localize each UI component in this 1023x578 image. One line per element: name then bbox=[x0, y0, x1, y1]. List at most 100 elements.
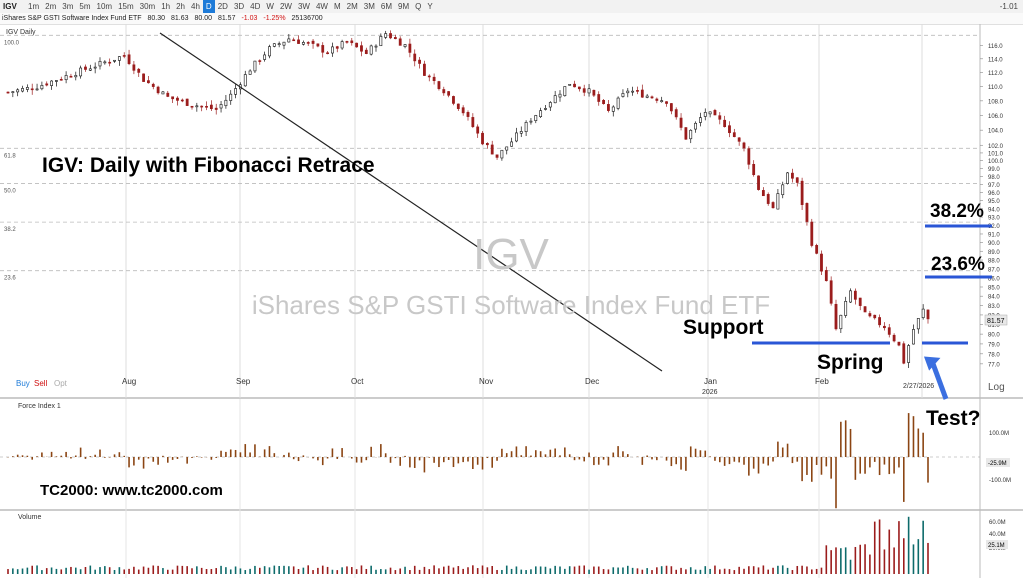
candle-body bbox=[301, 42, 305, 45]
candle-body bbox=[602, 100, 605, 105]
y-tick-label: 116.0 bbox=[988, 44, 1003, 50]
candle-body bbox=[621, 93, 625, 97]
candle-body bbox=[185, 98, 189, 106]
candle-body bbox=[747, 148, 751, 165]
interval-button-9M[interactable]: 9M bbox=[398, 2, 410, 11]
interval-button-3M[interactable]: 3M bbox=[363, 2, 375, 11]
candle-body bbox=[427, 75, 431, 78]
low-value: 80.00 bbox=[194, 15, 212, 22]
interval-button-Q[interactable]: Q bbox=[415, 2, 422, 11]
interval-button-D[interactable]: D bbox=[202, 0, 215, 13]
candle-body bbox=[703, 112, 707, 117]
interval-button-2D[interactable]: 2D bbox=[217, 2, 228, 11]
candle-body bbox=[272, 43, 276, 47]
interval-button-1h[interactable]: 1h bbox=[161, 2, 171, 11]
candle-body bbox=[209, 104, 213, 110]
interval-button-3m[interactable]: 3m bbox=[62, 2, 74, 11]
quote-info-bar: iShares S&P GSTI Software Index Fund ETF… bbox=[0, 13, 1023, 25]
candle-body bbox=[674, 109, 678, 118]
interval-buttons: 1m 2m 3m 5m 10m 15m 30m 1h 2h 4h D 2D 3D 4D W 2W 3W 4W M 2M… bbox=[22, 0, 439, 13]
candle-body bbox=[626, 90, 630, 94]
candle-body bbox=[849, 290, 852, 303]
candle-body bbox=[607, 104, 610, 111]
candle-body bbox=[699, 117, 702, 123]
candle-body bbox=[781, 184, 785, 196]
candle-body bbox=[558, 93, 562, 98]
volume-pane-label: Volume bbox=[18, 514, 41, 521]
interval-button-M[interactable]: M bbox=[333, 2, 341, 11]
interval-button-2m[interactable]: 2m bbox=[45, 2, 57, 11]
price-pane-label: IGV Daily bbox=[6, 29, 36, 36]
candle-body bbox=[166, 92, 170, 97]
candle-body bbox=[524, 122, 528, 132]
log-toggle[interactable]: Log bbox=[988, 382, 1005, 393]
candle-body bbox=[103, 61, 107, 64]
candle-body bbox=[69, 75, 73, 78]
security-name: iShares S&P GSTI Software Index Fund ETF bbox=[2, 15, 142, 22]
candle-body bbox=[147, 80, 150, 84]
interval-button-3D[interactable]: 3D bbox=[233, 2, 245, 11]
buy-button[interactable]: Buy bbox=[16, 379, 30, 388]
y-tick-label: 110.0 bbox=[988, 85, 1003, 91]
candle-body bbox=[650, 96, 654, 99]
candle-body bbox=[766, 194, 770, 204]
opt-button[interactable]: Opt bbox=[54, 379, 68, 388]
x-tick-label: Dec bbox=[585, 377, 599, 386]
interval-button-6M[interactable]: 6M bbox=[380, 2, 393, 11]
interval-button-10m[interactable]: 10m bbox=[96, 2, 113, 11]
candle-body bbox=[248, 70, 252, 75]
volume-value: 25136700 bbox=[291, 15, 323, 22]
interval-button-2M[interactable]: 2M bbox=[346, 2, 358, 11]
candle-body bbox=[379, 36, 383, 47]
candle-body bbox=[824, 270, 828, 282]
interval-button-15m[interactable]: 15m bbox=[118, 2, 134, 11]
x-tick-label: Sep bbox=[236, 377, 251, 386]
candle-body bbox=[568, 84, 572, 86]
candle-body bbox=[490, 144, 494, 155]
interval-button-1m[interactable]: 1m bbox=[28, 2, 40, 11]
symbol-field[interactable]: IGV bbox=[3, 2, 17, 11]
close-value: 81.57 bbox=[217, 15, 236, 22]
interval-button-4h[interactable]: 4h bbox=[191, 2, 200, 11]
interval-button-2W[interactable]: 2W bbox=[279, 2, 292, 11]
candle-body bbox=[500, 149, 504, 159]
candle-body bbox=[597, 94, 601, 102]
candle-body bbox=[360, 45, 363, 52]
candle-body bbox=[902, 343, 906, 364]
volume-tick-2: 40.0M bbox=[989, 532, 1006, 538]
candle-body bbox=[64, 75, 68, 81]
y-tick-label: 85.0 bbox=[988, 285, 1000, 291]
candle-body bbox=[369, 45, 373, 55]
interval-button-Y[interactable]: Y bbox=[427, 2, 433, 11]
candle-body bbox=[292, 39, 296, 42]
candle-body bbox=[495, 154, 499, 158]
candle-body bbox=[795, 177, 799, 183]
chart-title-annotation: IGV: Daily with Fibonacci Retrace bbox=[42, 154, 375, 177]
candle-body bbox=[728, 125, 731, 134]
interval-button-4D[interactable]: 4D bbox=[250, 2, 261, 11]
volume-layer bbox=[7, 516, 929, 574]
candle-body bbox=[180, 99, 184, 102]
y-tick-label: 104.0 bbox=[988, 129, 1004, 135]
candle-body bbox=[805, 203, 809, 222]
fib-level-label: 38.2 bbox=[4, 227, 16, 233]
candle-body bbox=[577, 86, 581, 90]
interval-button-5m[interactable]: 5m bbox=[79, 2, 91, 11]
candle-body bbox=[471, 117, 475, 127]
candle-body bbox=[897, 341, 901, 346]
candle-body bbox=[277, 43, 281, 46]
interval-button-4W[interactable]: 4W bbox=[315, 2, 328, 11]
interval-button-2h[interactable]: 2h bbox=[176, 2, 186, 11]
candle-body bbox=[810, 221, 814, 246]
interval-button-30m[interactable]: 30m bbox=[139, 2, 156, 11]
candle-body bbox=[108, 61, 112, 64]
interval-button-3W[interactable]: 3W bbox=[297, 2, 310, 11]
axis-layer: Aug Sep Oct Nov Dec Jan Feb 100.0 61.8 50.0 38.2 23… bbox=[4, 40, 1004, 386]
candle-body bbox=[151, 83, 155, 87]
chart-area[interactable]: Aug Sep Oct Nov Dec Jan Feb 100.0 61.8 50.0 38.2 23… bbox=[0, 24, 1023, 578]
interval-button-W[interactable]: W bbox=[266, 2, 274, 11]
sell-button[interactable]: Sell bbox=[34, 379, 48, 388]
candle-body bbox=[694, 122, 697, 130]
change-pct-value: -1.25% bbox=[263, 15, 286, 22]
candle-body bbox=[757, 175, 760, 190]
